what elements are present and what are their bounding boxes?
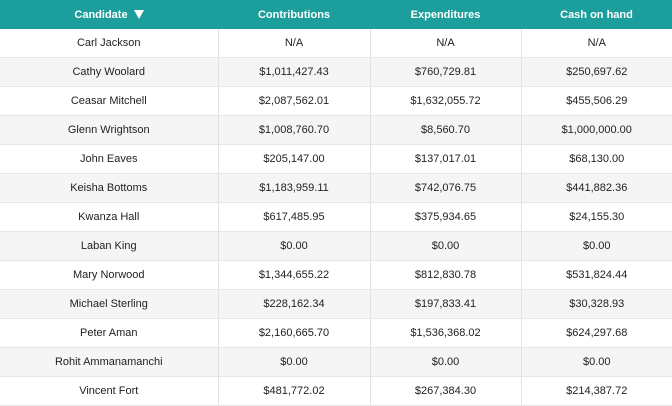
amount-cell: $1,344,655.22 — [217, 260, 370, 290]
amount-cell: $68,130.00 — [520, 144, 672, 174]
amount-cell: $455,506.29 — [520, 86, 672, 116]
amount-cell: $0.00 — [520, 347, 672, 377]
header-label: Candidate — [74, 8, 128, 21]
table-row: Vincent Fort $481,772.02 $267,384.30 $214,3… — [0, 376, 672, 406]
candidate-cell: Carl Jackson — [0, 29, 218, 58]
candidate-cell: Kwanza Hall — [0, 202, 218, 232]
table-row: John Eaves $205,147.00 $137,017.01 $68,130.… — [0, 144, 672, 174]
amount-cell: $0.00 — [217, 231, 370, 261]
table-row: Cathy Woolard $1,011,427.43 $760,729.81 $25… — [0, 57, 672, 87]
table-row: Michael Sterling $228,162.34 $197,833.41 $3… — [0, 289, 672, 319]
table-row: Ceasar Mitchell $2,087,562.01 $1,632,055.7… — [0, 86, 672, 116]
amount-cell: $24,155.30 — [520, 202, 672, 232]
amount-cell: $1,008,760.70 — [217, 115, 370, 145]
table-row: Keisha Bottoms $1,183,959.11 $742,076.75 $4… — [0, 173, 672, 203]
column-header[interactable]: Candidate — [0, 0, 218, 29]
header-row: Candidate Contributions Expenditures Cash o… — [0, 0, 672, 29]
amount-cell: $812,830.78 — [369, 260, 521, 290]
amount-cell: $1,011,427.43 — [217, 57, 370, 87]
amount-cell: $2,160,665.70 — [217, 318, 370, 348]
amount-cell: $742,076.75 — [369, 173, 521, 203]
amount-cell: $1,000,000.00 — [520, 115, 672, 145]
table-row: Rohit Ammanamanchi $0.00 $0.00 $0.00 — [0, 347, 672, 377]
header-label: Contributions — [257, 8, 331, 21]
amount-cell: $205,147.00 — [217, 144, 370, 174]
amount-cell: $1,536,368.02 — [369, 318, 521, 348]
amount-cell: $228,162.34 — [217, 289, 370, 319]
amount-cell: N/A — [520, 29, 672, 58]
amount-cell: $441,882.36 — [520, 173, 672, 203]
table-row: Mary Norwood $1,344,655.22 $812,830.78 $531… — [0, 260, 672, 290]
amount-cell: $250,697.62 — [520, 57, 672, 87]
amount-cell: $1,183,959.11 — [217, 173, 370, 203]
amount-cell: $8,560.70 — [369, 115, 521, 145]
amount-cell: $624,297.68 — [520, 318, 672, 348]
sort-arrow[interactable] — [133, 10, 144, 20]
table-body: Carl Jackson N/A N/A N/A Cathy Woolard $1,011… — [0, 29, 672, 406]
amount-cell: $0.00 — [369, 231, 521, 261]
header-label: Cash on hand — [560, 8, 633, 21]
candidate-cell: Mary Norwood — [0, 260, 218, 290]
amount-cell: $214,387.72 — [520, 376, 672, 406]
amount-cell: $30,328.93 — [520, 289, 672, 319]
amount-cell: N/A — [369, 29, 521, 58]
header-label: Expenditures — [410, 8, 481, 21]
amount-cell: N/A — [217, 29, 370, 58]
candidate-cell: Michael Sterling — [0, 289, 218, 319]
amount-cell: $481,772.02 — [217, 376, 370, 406]
amount-cell: $267,384.30 — [369, 376, 521, 406]
amount-cell: $617,485.95 — [217, 202, 370, 232]
table-row: Laban King $0.00 $0.00 $0.00 — [0, 231, 672, 261]
candidate-cell: Keisha Bottoms — [0, 173, 218, 203]
amount-cell: $2,087,562.01 — [217, 86, 370, 116]
amount-cell: $0.00 — [217, 347, 370, 377]
candidate-cell: Ceasar Mitchell — [0, 86, 218, 116]
candidate-cell: Glenn Wrightson — [0, 115, 218, 145]
table-row: Glenn Wrightson $1,008,760.70 $8,560.70 $1,… — [0, 115, 672, 145]
table-row: Peter Aman $2,160,665.70 $1,536,368.02 $624… — [0, 318, 672, 348]
amount-cell: $137,017.01 — [369, 144, 521, 174]
candidate-cell: John Eaves — [0, 144, 218, 174]
candidate-cell: Cathy Woolard — [0, 57, 218, 87]
amount-cell: $0.00 — [369, 347, 521, 377]
amount-cell: $197,833.41 — [369, 289, 521, 319]
table-row: Kwanza Hall $617,485.95 $375,934.65 $24,155… — [0, 202, 672, 232]
table-header: Candidate Contributions Expenditures Cash o… — [0, 0, 672, 29]
amount-cell: $760,729.81 — [369, 57, 521, 87]
column-header[interactable]: Cash on hand — [521, 0, 672, 29]
amount-cell: $375,934.65 — [369, 202, 521, 232]
candidate-cell: Rohit Ammanamanchi — [0, 347, 218, 377]
candidate-cell: Vincent Fort — [0, 376, 218, 406]
amount-cell: $0.00 — [520, 231, 672, 261]
amount-cell: $1,632,055.72 — [369, 86, 521, 116]
sort-arrow-shape — [133, 10, 144, 20]
candidate-cell: Laban King — [0, 231, 218, 261]
column-header[interactable]: Expenditures — [370, 0, 521, 29]
candidate-cell: Peter Aman — [0, 318, 218, 348]
column-header[interactable]: Contributions — [218, 0, 370, 29]
amount-cell: $531,824.44 — [520, 260, 672, 290]
table-row: Carl Jackson N/A N/A N/A — [0, 29, 672, 58]
